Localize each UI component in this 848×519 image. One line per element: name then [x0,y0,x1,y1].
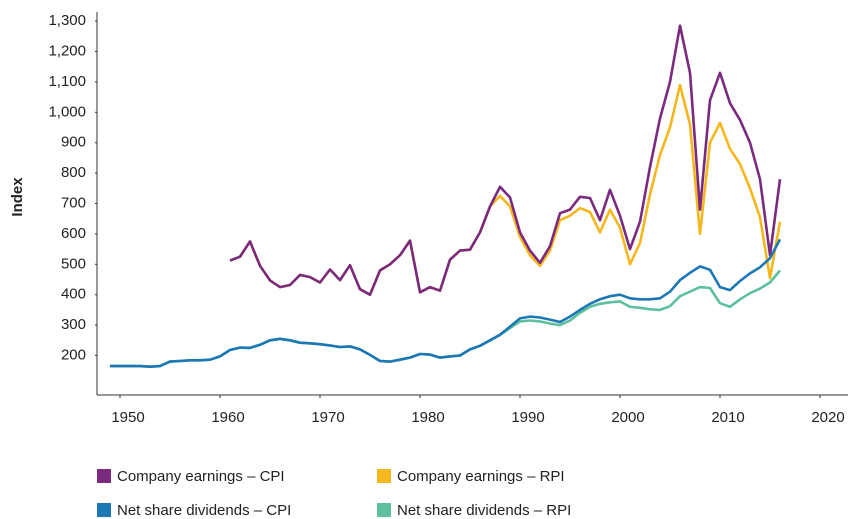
x-tick-label: 2010 [711,409,744,426]
y-tick-label: 700 [61,194,86,211]
y-tick-label: 900 [61,134,86,151]
x-tick-label: 2000 [611,409,644,426]
y-tick-label: 200 [61,346,86,363]
legend-swatch [97,469,111,483]
legend-label: Net share dividends – RPI [397,502,571,519]
legend-swatch [377,469,391,483]
x-tick-label: 1970 [311,409,344,426]
line-series [110,238,782,368]
x-tick-label: 1980 [411,409,444,426]
x-tick-label: 1990 [511,409,544,426]
legend-label: Net share dividends – CPI [117,502,291,519]
y-tick-label: 1,300 [48,12,86,29]
legend-swatch [377,503,391,517]
x-tick-label: 2020 [811,409,844,426]
y-tick-label: 800 [61,164,86,181]
y-tick-label: 300 [61,316,86,333]
y-axis-label: Index [9,177,26,217]
legend-swatch [97,503,111,517]
x-tick-label: 1950 [111,409,144,426]
y-tick-label: 500 [61,255,86,272]
legend-label: Company earnings – RPI [397,468,565,485]
y-tick-label: 400 [61,286,86,303]
y-tick-label: 1,000 [48,103,86,120]
y-tick-label: 600 [61,225,86,242]
x-tick-label: 1960 [211,409,244,426]
line-series [110,269,782,368]
y-tick-label: 1,100 [48,73,86,90]
line-series [229,24,782,296]
legend-label: Company earnings – CPI [117,468,285,485]
y-tick-label: 1,200 [48,42,86,59]
